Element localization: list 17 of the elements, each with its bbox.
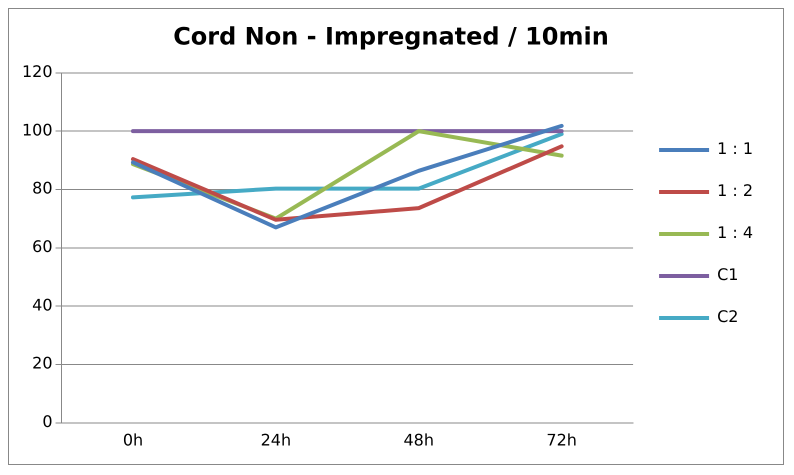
y-tick-label: 40 [32,295,53,314]
y-tick-label: 60 [32,236,53,256]
x-tick-label: 24h [260,430,292,450]
legend-label: 1 : 4 [717,223,753,242]
y-tick-label: 80 [32,178,53,198]
y-tick-label: 100 [22,120,53,140]
y-tick-label: 120 [22,62,53,81]
legend-label: 1 : 1 [717,139,753,158]
x-tick-label: 72h [546,430,577,450]
y-tick-label: 0 [42,412,53,431]
legend-label: C2 [717,307,738,326]
y-tick-label: 20 [32,354,53,373]
chart-title: Cord Non - Impregnated / 10min [173,22,609,51]
x-tick-label: 0h [122,430,144,450]
legend-label: 1 : 2 [717,181,753,200]
legend-label: C1 [717,265,738,284]
x-tick-label: 48h [404,430,434,450]
